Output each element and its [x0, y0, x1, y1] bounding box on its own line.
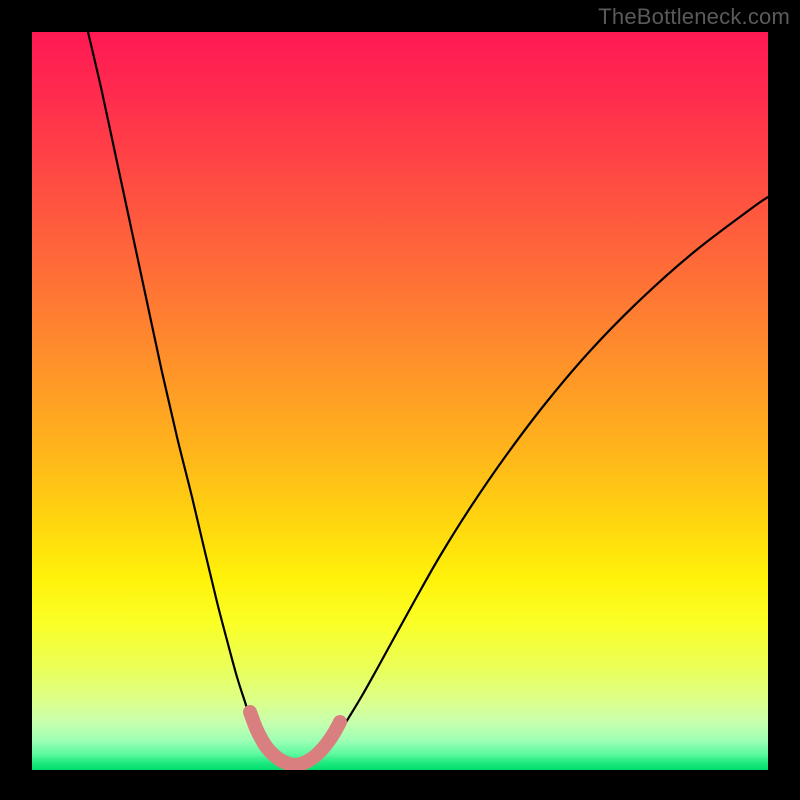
- plot-area: [32, 32, 768, 770]
- chart-canvas: TheBottleneck.com: [0, 0, 800, 800]
- gradient-background: [32, 32, 768, 770]
- chart-svg: [32, 32, 768, 770]
- watermark-text: TheBottleneck.com: [598, 4, 790, 30]
